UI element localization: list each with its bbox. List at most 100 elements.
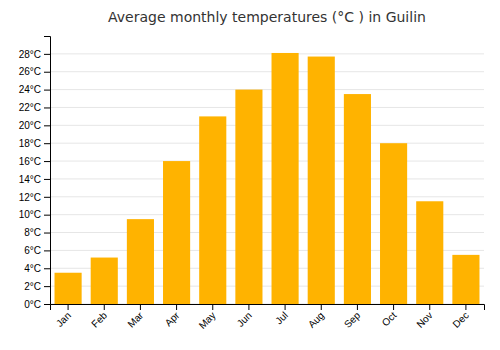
grid-line xyxy=(50,161,484,162)
y-axis-line xyxy=(44,37,51,305)
x-tick: Jun xyxy=(235,304,254,329)
x-tick-mark xyxy=(357,304,358,310)
y-tick: 4°C xyxy=(24,263,50,274)
x-tick-label: Nov xyxy=(414,310,434,330)
bar xyxy=(344,94,371,304)
x-tick: Nov xyxy=(414,304,434,330)
y-tick-mark xyxy=(44,72,50,73)
y-tick-label: 16°C xyxy=(19,156,41,167)
y-tick: 22°C xyxy=(19,102,50,113)
bar xyxy=(127,219,154,304)
bar xyxy=(163,161,190,304)
y-tick-mark xyxy=(44,304,50,305)
bar xyxy=(380,143,407,304)
x-tick: Apr xyxy=(163,304,182,328)
y-tick-label: 4°C xyxy=(24,263,41,274)
x-tick-label: Aug xyxy=(306,310,326,330)
y-tick: 12°C xyxy=(19,192,50,203)
y-tick: 8°C xyxy=(24,227,50,238)
x-tick-mark xyxy=(321,304,322,310)
x-tick-mark xyxy=(104,304,105,310)
y-tick-label: 26°C xyxy=(19,66,41,77)
grid-line xyxy=(50,53,484,54)
x-tick-label: Jul xyxy=(273,310,290,327)
grid-line xyxy=(50,125,484,126)
bar xyxy=(55,273,82,304)
y-tick-mark xyxy=(44,90,50,91)
y-tick-label: 6°C xyxy=(24,245,41,256)
y-tick-mark xyxy=(44,179,50,180)
y-tick: 20°C xyxy=(19,120,50,131)
bar xyxy=(452,255,479,304)
y-tick-label: 14°C xyxy=(19,174,41,185)
y-tick-mark xyxy=(44,250,50,251)
x-axis: Jan Feb Mar Apr May Jun Jul Aug Sep Oct Nov Dec xyxy=(51,304,485,331)
bar xyxy=(199,116,226,304)
x-tick-mark xyxy=(68,304,69,310)
x-tick-mark xyxy=(393,304,394,310)
y-tick-mark xyxy=(44,143,50,144)
y-tick-label: 18°C xyxy=(19,138,41,149)
y-axis: 0°C 2°C 4°C 6°C 8°C 10°C 12°C 14°C 16°C 18°C 20°C 2… xyxy=(19,37,51,310)
y-tick-mark xyxy=(44,197,50,198)
y-tick-mark xyxy=(44,286,50,287)
bar xyxy=(308,57,335,304)
grid-line xyxy=(50,143,484,144)
grid xyxy=(50,54,484,304)
y-tick: 26°C xyxy=(19,66,50,77)
x-tick-mark xyxy=(248,304,249,310)
x-tick: Sep xyxy=(342,304,363,330)
y-tick: 28°C xyxy=(19,49,50,60)
bar xyxy=(272,53,299,304)
x-tick-label: Dec xyxy=(451,310,471,330)
y-tick-label: 0°C xyxy=(24,299,41,310)
y-tick-label: 20°C xyxy=(19,120,41,131)
y-tick-mark xyxy=(44,268,50,269)
y-tick: 16°C xyxy=(19,156,50,167)
y-tick-label: 24°C xyxy=(19,84,41,95)
y-tick: 0°C xyxy=(24,299,50,310)
x-tick-label: Oct xyxy=(380,310,399,329)
x-tick-label: Jun xyxy=(235,310,254,329)
y-tick-mark xyxy=(44,54,50,55)
x-tick-label: Sep xyxy=(342,309,363,330)
y-tick-label: 22°C xyxy=(19,102,41,113)
y-tick: 18°C xyxy=(19,138,50,149)
grid-line xyxy=(50,89,484,90)
x-tick-mark xyxy=(465,304,466,310)
x-tick: Aug xyxy=(306,304,326,330)
x-tick: Mar xyxy=(125,304,145,330)
bar xyxy=(91,258,118,304)
y-tick-label: 12°C xyxy=(19,192,41,203)
x-tick: Oct xyxy=(380,304,399,328)
y-tick-mark xyxy=(44,107,50,108)
y-tick: 2°C xyxy=(24,281,50,292)
plot-area xyxy=(55,53,480,304)
x-tick-label: Jan xyxy=(54,310,73,329)
grid-line xyxy=(50,196,484,197)
y-tick-label: 2°C xyxy=(24,281,41,292)
y-tick-mark xyxy=(44,161,50,162)
y-tick-mark xyxy=(44,233,50,234)
y-tick-mark xyxy=(44,125,50,126)
x-tick: Jan xyxy=(54,304,73,329)
x-tick-label: Mar xyxy=(125,309,145,329)
x-tick-mark xyxy=(140,304,141,310)
bar xyxy=(235,90,262,304)
x-tick-mark xyxy=(429,304,430,310)
x-tick-mark xyxy=(285,304,286,310)
x-axis-line xyxy=(51,305,485,311)
x-tick-label: May xyxy=(197,310,218,331)
chart: 0°C 2°C 4°C 6°C 8°C 10°C 12°C 14°C 16°C 18°C 20°C 2… xyxy=(0,0,500,350)
x-tick-label: Feb xyxy=(89,309,109,329)
y-tick-label: 10°C xyxy=(19,209,41,220)
y-tick: 14°C xyxy=(19,174,50,185)
y-tick: 6°C xyxy=(24,245,50,256)
x-tick: Feb xyxy=(89,304,109,330)
y-tick-mark xyxy=(44,215,50,216)
y-tick: 24°C xyxy=(19,84,50,95)
grid-line xyxy=(50,178,484,179)
title: Average monthly temperatures (°C ) in Gu… xyxy=(108,9,426,25)
x-tick: May xyxy=(197,304,218,331)
x-tick-label: Apr xyxy=(163,309,182,328)
